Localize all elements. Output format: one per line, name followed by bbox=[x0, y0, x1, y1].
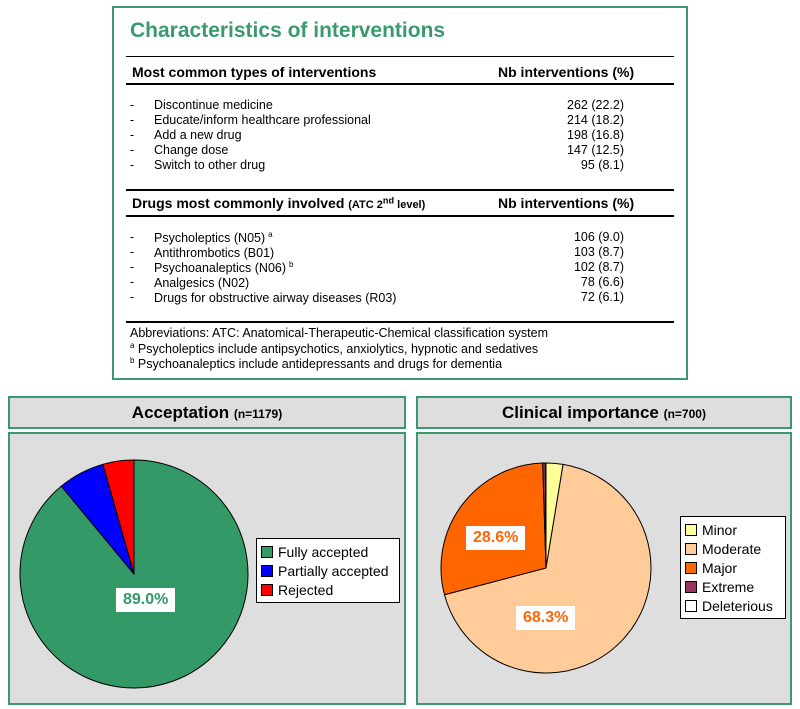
legend-item: Moderate bbox=[685, 539, 781, 558]
row-dash: - bbox=[130, 98, 135, 112]
row-dash: - bbox=[130, 230, 135, 244]
row-value: 72 (6.1) bbox=[580, 290, 624, 304]
pie-slice-deleterious bbox=[544, 462, 547, 569]
row-label: Psychoanaleptics (N06) b bbox=[154, 260, 294, 276]
fully-accepted-pct-label: 89.0% bbox=[116, 588, 176, 612]
row-label: Change dose bbox=[154, 143, 229, 157]
row-dash: - bbox=[130, 158, 135, 172]
table-row: - Discontinue medicine 262 (22.2) bbox=[130, 98, 670, 113]
legend-swatch bbox=[685, 561, 697, 574]
table-row: - Educate/inform healthcare professional 2… bbox=[130, 113, 670, 128]
divider bbox=[126, 56, 674, 57]
divider bbox=[126, 215, 674, 217]
legend-swatch bbox=[685, 580, 697, 593]
row-value: 147 (12.5) bbox=[567, 143, 624, 157]
row-dash: - bbox=[130, 275, 135, 289]
row-value: 78 (6.6) bbox=[580, 275, 624, 289]
legend-label: Rejected bbox=[278, 581, 334, 598]
legend-label: Deleterious bbox=[702, 597, 773, 614]
table-row: - Psycholeptics (N05) a 106 (9.0) bbox=[130, 230, 670, 245]
row-dash: - bbox=[130, 290, 135, 304]
row-label: Drugs for obstructive airway diseases (R… bbox=[154, 291, 397, 306]
table-row: - Analgesics (N02) 78 (6.6) bbox=[130, 275, 670, 290]
divider bbox=[126, 83, 674, 85]
legend-swatch bbox=[261, 545, 273, 558]
legend-label: Major bbox=[702, 559, 738, 576]
section2-col-heading: Nb interventions (%) bbox=[498, 195, 635, 211]
row-dash: - bbox=[130, 128, 135, 142]
abbreviations-note: Abbreviations: ATC: Anatomical-Therapeut… bbox=[130, 326, 548, 340]
legend-swatch bbox=[261, 583, 273, 596]
legend-item: Partially accepted bbox=[261, 561, 395, 580]
legend-item: Fully accepted bbox=[261, 542, 395, 561]
row-dash: - bbox=[130, 260, 135, 274]
table-row: - Drugs for obstructive airway diseases (… bbox=[130, 290, 670, 305]
footnote-a: a Psycholeptics include antipsychotics, … bbox=[130, 341, 539, 357]
legend-item: Deleterious bbox=[685, 596, 781, 615]
divider bbox=[126, 189, 674, 191]
clinical-importance-title: Clinical importance (n=700) bbox=[416, 396, 792, 429]
row-label: Antithrombotics (B01) bbox=[154, 246, 275, 261]
section2-heading: Drugs most commonly involved (ATC 2nd le… bbox=[132, 195, 426, 211]
table-row: - Switch to other drug 95 (8.1) bbox=[130, 158, 670, 173]
row-dash: - bbox=[130, 113, 135, 127]
row-label: Switch to other drug bbox=[154, 158, 266, 172]
table-title: Characteristics of interventions bbox=[130, 19, 446, 42]
section1-col-heading: Nb interventions (%) bbox=[498, 64, 635, 80]
legend-label: Minor bbox=[702, 521, 738, 538]
legend-swatch bbox=[685, 542, 697, 555]
legend-label: Partially accepted bbox=[278, 562, 389, 579]
legend-item: Extreme bbox=[685, 577, 781, 596]
row-dash: - bbox=[130, 143, 135, 157]
row-label: Discontinue medicine bbox=[154, 98, 273, 112]
table-row: - Psychoanaleptics (N06) b 102 (8.7) bbox=[130, 260, 670, 275]
row-value: 262 (22.2) bbox=[567, 98, 624, 112]
pie-slice-rejected bbox=[102, 459, 135, 575]
row-label: Analgesics (N02) bbox=[154, 276, 250, 291]
table-row: - Add a new drug 198 (16.8) bbox=[130, 128, 670, 143]
table-row: - Antithrombotics (B01) 103 (8.7) bbox=[130, 245, 670, 260]
row-label: Psycholeptics (N05) a bbox=[154, 230, 273, 246]
row-value: 102 (8.7) bbox=[573, 260, 624, 274]
divider bbox=[126, 321, 674, 323]
legend-item: Rejected bbox=[261, 580, 395, 599]
row-label: Add a new drug bbox=[154, 128, 242, 142]
footnote-b: b Psychoanaleptics include antidepressan… bbox=[130, 356, 503, 372]
row-label: Educate/inform healthcare professional bbox=[154, 113, 371, 127]
legend-label: Moderate bbox=[702, 540, 762, 557]
legend-label: Extreme bbox=[702, 578, 755, 595]
legend-swatch bbox=[261, 564, 273, 577]
legend-label: Fully accepted bbox=[278, 543, 369, 560]
row-value: 95 (8.1) bbox=[580, 158, 624, 172]
acceptation-chart-panel: Fully accepted Partially accepted Rejected… bbox=[8, 432, 406, 705]
clinical-importance-chart-panel: Minor Moderate Major Extreme Deleterious 68.… bbox=[416, 432, 792, 705]
interventions-table: Characteristics of interventions Most co… bbox=[112, 6, 688, 380]
major-pct-label: 28.6% bbox=[466, 526, 526, 550]
row-dash: - bbox=[130, 245, 135, 259]
moderate-pct-label: 68.3% bbox=[516, 606, 576, 630]
row-value: 103 (8.7) bbox=[573, 245, 624, 259]
table-row: - Change dose 147 (12.5) bbox=[130, 143, 670, 158]
clinical-importance-legend: Minor Moderate Major Extreme Deleterious bbox=[680, 516, 786, 619]
legend-swatch bbox=[685, 523, 697, 536]
acceptation-legend: Fully accepted Partially accepted Rejected bbox=[256, 538, 400, 603]
row-value: 198 (16.8) bbox=[567, 128, 624, 142]
row-value: 214 (18.2) bbox=[567, 113, 624, 127]
section1-heading: Most common types of interventions bbox=[132, 64, 377, 80]
legend-item: Minor bbox=[685, 520, 781, 539]
pie-slice-moderate bbox=[443, 463, 652, 674]
row-value: 106 (9.0) bbox=[573, 230, 624, 244]
acceptation-title: Acceptation (n=1179) bbox=[8, 396, 406, 429]
acceptation-pie-chart bbox=[19, 459, 249, 689]
legend-item: Major bbox=[685, 558, 781, 577]
legend-swatch bbox=[685, 599, 697, 612]
